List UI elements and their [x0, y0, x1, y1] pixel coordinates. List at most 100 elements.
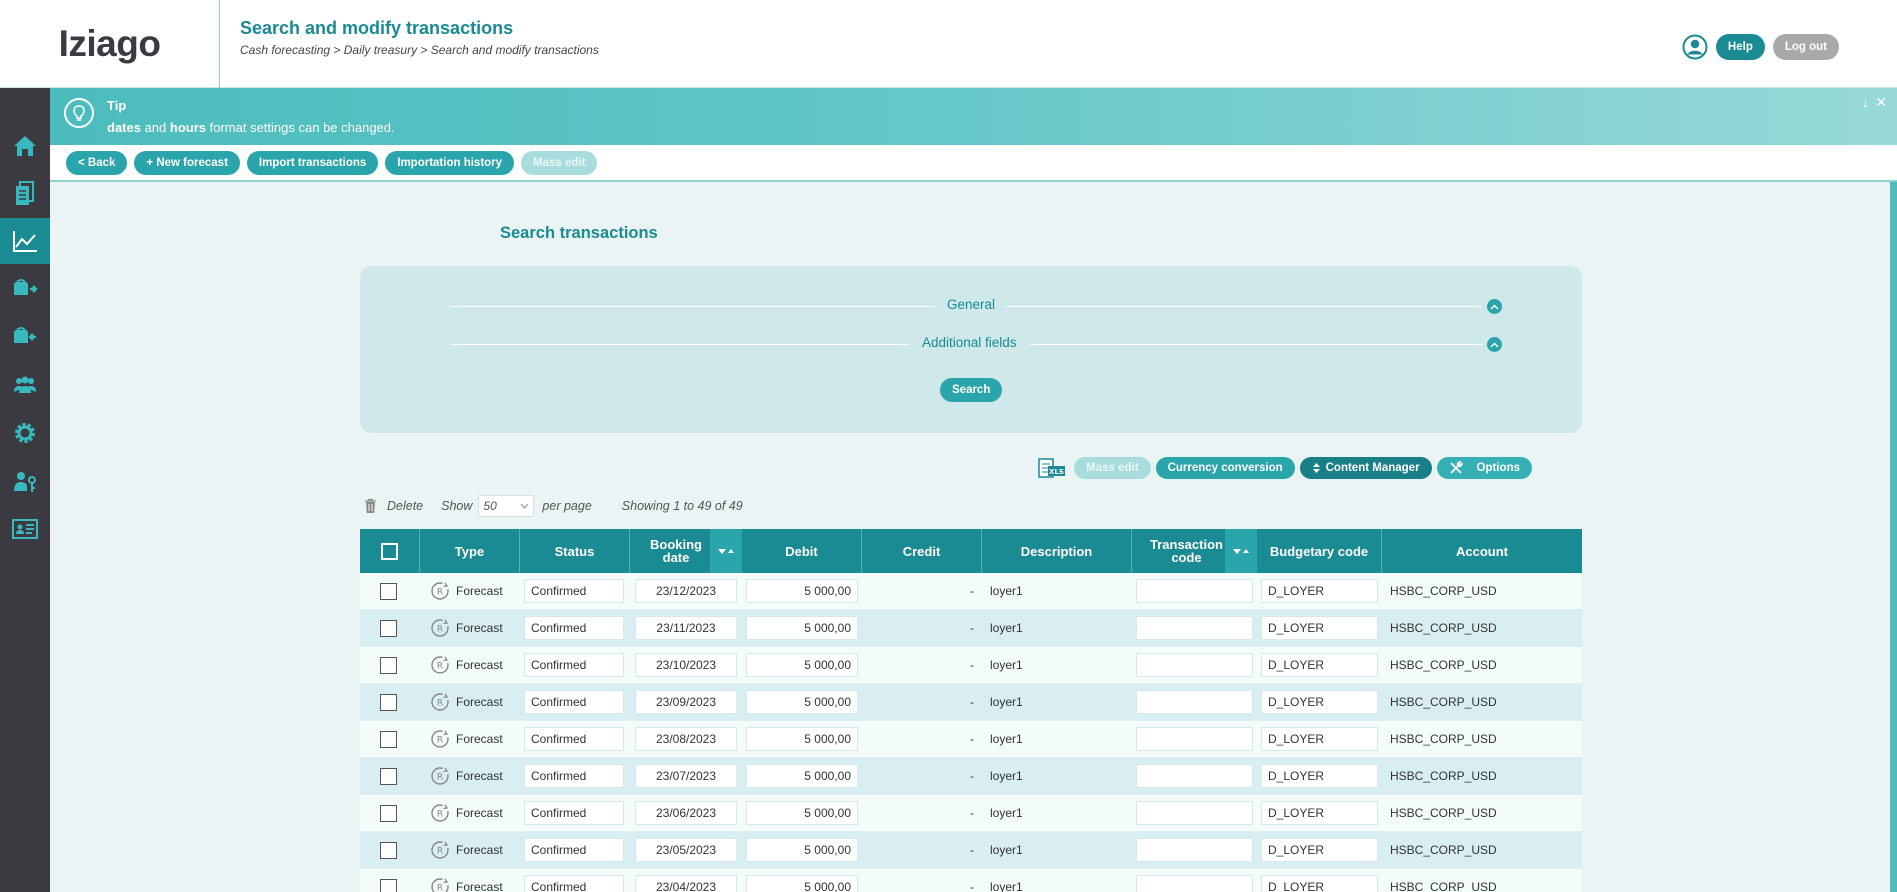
- table-row[interactable]: R Forecast Confirmed 23/05/2023 5 000,00 - loy…: [360, 832, 1582, 869]
- column-budgetary-code[interactable]: Budgetary code: [1257, 529, 1382, 573]
- booking-date-field[interactable]: 23/11/2023: [635, 616, 737, 640]
- budgetary-code-field[interactable]: D_LOYER: [1261, 690, 1378, 714]
- row-checkbox[interactable]: [380, 656, 397, 674]
- booking-date-field[interactable]: 23/09/2023: [635, 690, 737, 714]
- search-button[interactable]: Search: [940, 378, 1003, 402]
- mass-edit-button[interactable]: Mass edit: [521, 150, 598, 175]
- column-account[interactable]: Account: [1456, 543, 1508, 559]
- table-row[interactable]: R Forecast Confirmed 23/04/2023 5 000,00 - loy…: [360, 869, 1582, 892]
- table-row[interactable]: R Forecast Confirmed 23/12/2023 5 000,00 - loy…: [360, 573, 1582, 610]
- transaction-code-field[interactable]: [1136, 653, 1253, 677]
- column-transaction-code[interactable]: Transaction code: [1132, 529, 1257, 573]
- table-row[interactable]: R Forecast Confirmed 23/11/2023 5 000,00 - loy…: [360, 610, 1582, 647]
- row-checkbox[interactable]: [380, 693, 397, 711]
- booking-date-field[interactable]: 23/06/2023: [635, 801, 737, 825]
- trash-icon[interactable]: [364, 498, 377, 514]
- booking-date-field[interactable]: 23/12/2023: [635, 579, 737, 603]
- booking-date-field[interactable]: 23/05/2023: [635, 838, 737, 862]
- close-icon[interactable]: ✕: [1875, 94, 1887, 110]
- booking-date-sort-icon[interactable]: [710, 529, 742, 573]
- logout-button[interactable]: Log out: [1772, 34, 1839, 60]
- currency-conversion-button[interactable]: Currency conversion: [1155, 457, 1295, 479]
- mass-edit-table-button[interactable]: Mass edit: [1074, 457, 1151, 479]
- row-checkbox[interactable]: [380, 582, 397, 600]
- status-field[interactable]: Confirmed: [524, 764, 624, 788]
- booking-date-field[interactable]: 23/04/2023: [635, 875, 737, 892]
- row-checkbox[interactable]: [380, 804, 397, 822]
- debit-field[interactable]: 5 000,00: [746, 690, 858, 714]
- row-checkbox[interactable]: [380, 730, 397, 748]
- table-row[interactable]: R Forecast Confirmed 23/07/2023 5 000,00 - loy…: [360, 758, 1582, 795]
- column-booking-date[interactable]: Booking date: [630, 529, 742, 573]
- table-row[interactable]: R Forecast Confirmed 23/09/2023 5 000,00 - loy…: [360, 684, 1582, 721]
- back-button[interactable]: < Back: [66, 150, 128, 175]
- budgetary-code-field[interactable]: D_LOYER: [1261, 616, 1378, 640]
- sidebar-item-home[interactable]: [0, 123, 50, 169]
- general-section-header[interactable]: General: [450, 296, 1502, 316]
- budgetary-code-field[interactable]: D_LOYER: [1261, 579, 1378, 603]
- table-row[interactable]: R Forecast Confirmed 23/08/2023 5 000,00 - loy…: [360, 721, 1582, 758]
- help-button[interactable]: Help: [1715, 34, 1765, 60]
- status-field[interactable]: Confirmed: [524, 838, 624, 862]
- transaction-code-field[interactable]: [1136, 616, 1253, 640]
- row-checkbox[interactable]: [380, 619, 397, 637]
- transaction-code-field[interactable]: [1136, 801, 1253, 825]
- budgetary-code-field[interactable]: D_LOYER: [1261, 764, 1378, 788]
- sidebar-item-outflows[interactable]: [0, 266, 50, 312]
- additional-fields-section-header[interactable]: Additional fields: [450, 334, 1502, 354]
- transaction-code-field[interactable]: [1136, 838, 1253, 862]
- sidebar-item-users[interactable]: [0, 362, 50, 408]
- debit-field[interactable]: 5 000,00: [746, 579, 858, 603]
- status-field[interactable]: Confirmed: [524, 875, 624, 892]
- transaction-code-sort-icon[interactable]: [1225, 529, 1257, 573]
- tip-collapse-icon[interactable]: ↓: [1862, 94, 1869, 110]
- budgetary-code-field[interactable]: D_LOYER: [1261, 801, 1378, 825]
- sidebar-item-documents[interactable]: [0, 170, 50, 216]
- booking-date-field[interactable]: 23/07/2023: [635, 764, 737, 788]
- content-manager-button[interactable]: Content Manager: [1299, 457, 1432, 479]
- chevron-up-icon[interactable]: [1487, 337, 1502, 352]
- budgetary-code-field[interactable]: D_LOYER: [1261, 653, 1378, 677]
- debit-field[interactable]: 5 000,00: [746, 875, 858, 892]
- transaction-code-field[interactable]: [1136, 875, 1253, 892]
- xls-export-icon[interactable]: XLS: [1037, 456, 1067, 480]
- transaction-code-field[interactable]: [1136, 764, 1253, 788]
- page-size-select[interactable]: 50: [478, 495, 535, 517]
- column-description[interactable]: Description: [982, 529, 1132, 573]
- row-checkbox[interactable]: [380, 841, 397, 859]
- debit-field[interactable]: 5 000,00: [746, 727, 858, 751]
- column-status[interactable]: Status: [520, 529, 630, 573]
- debit-field[interactable]: 5 000,00: [746, 653, 858, 677]
- row-checkbox[interactable]: [380, 767, 397, 785]
- debit-field[interactable]: 5 000,00: [746, 801, 858, 825]
- booking-date-field[interactable]: 23/10/2023: [635, 653, 737, 677]
- row-checkbox[interactable]: [380, 878, 397, 892]
- status-field[interactable]: Confirmed: [524, 616, 624, 640]
- debit-field[interactable]: 5 000,00: [746, 838, 858, 862]
- import-transactions-button[interactable]: Import transactions: [246, 150, 379, 175]
- sidebar-item-settings[interactable]: [0, 410, 50, 456]
- transaction-code-field[interactable]: [1136, 579, 1253, 603]
- column-type[interactable]: Type: [420, 529, 520, 573]
- sidebar-item-contacts[interactable]: [0, 506, 50, 552]
- importation-history-button[interactable]: Importation history: [385, 150, 515, 175]
- select-all-checkbox[interactable]: [381, 542, 398, 560]
- table-row[interactable]: R Forecast Confirmed 23/06/2023 5 000,00 - loy…: [360, 795, 1582, 832]
- sidebar-item-cash-forecasting[interactable]: [0, 218, 50, 264]
- booking-date-field[interactable]: 23/08/2023: [635, 727, 737, 751]
- table-row[interactable]: R Forecast Confirmed 23/10/2023 5 000,00 - loy…: [360, 647, 1582, 684]
- debit-field[interactable]: 5 000,00: [746, 616, 858, 640]
- delete-link[interactable]: Delete: [387, 499, 424, 513]
- user-account-icon[interactable]: [1682, 34, 1708, 60]
- budgetary-code-field[interactable]: D_LOYER: [1261, 875, 1378, 892]
- new-forecast-button[interactable]: + New forecast: [134, 150, 240, 175]
- logo-area[interactable]: Iziago: [0, 0, 220, 88]
- sidebar-item-inflows[interactable]: [0, 314, 50, 360]
- column-credit[interactable]: Credit: [862, 529, 982, 573]
- status-field[interactable]: Confirmed: [524, 801, 624, 825]
- status-field[interactable]: Confirmed: [524, 727, 624, 751]
- status-field[interactable]: Confirmed: [524, 690, 624, 714]
- status-field[interactable]: Confirmed: [524, 653, 624, 677]
- chevron-up-icon[interactable]: [1487, 299, 1502, 314]
- debit-field[interactable]: 5 000,00: [746, 764, 858, 788]
